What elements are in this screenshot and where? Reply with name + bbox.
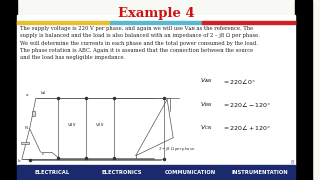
Text: INSTRUMENTATION: INSTRUMENTATION <box>232 170 289 175</box>
Text: $V_{AN}$: $V_{AN}$ <box>67 121 76 129</box>
Text: The supply voltage is 220 V per phase, and again we will use Vᴀɴ as the referenc: The supply voltage is 220 V per phase, a… <box>20 26 260 60</box>
Bar <box>295 0 312 180</box>
Text: Example 4: Example 4 <box>118 7 194 20</box>
Text: 8: 8 <box>290 159 293 165</box>
Text: COMMUNICATION: COMMUNICATION <box>165 170 216 175</box>
Text: $V_{AN}$: $V_{AN}$ <box>200 76 212 86</box>
Text: ELECTRICAL: ELECTRICAL <box>34 170 69 175</box>
Text: $V_{BN}$: $V_{BN}$ <box>95 121 105 129</box>
FancyBboxPatch shape <box>21 142 28 144</box>
Text: $= 220\angle 0°$: $= 220\angle 0°$ <box>221 76 255 86</box>
Text: ELECTRONICS: ELECTRONICS <box>101 170 141 175</box>
Bar <box>17 165 295 180</box>
Text: $V_{CN}$: $V_{CN}$ <box>200 123 212 132</box>
Text: $V_{BN}$: $V_{BN}$ <box>200 100 212 109</box>
Text: $= 220\angle +120°$: $= 220\angle +120°$ <box>221 123 271 132</box>
Text: c: c <box>42 152 44 156</box>
Text: $I_{aA}$: $I_{aA}$ <box>40 90 47 97</box>
Text: $= 220\angle -120°$: $= 220\angle -120°$ <box>221 100 271 109</box>
Bar <box>17 21 110 24</box>
Text: b: b <box>17 159 20 163</box>
Bar <box>202 21 295 24</box>
Bar <box>110 21 202 24</box>
Text: N: N <box>24 126 28 130</box>
Bar <box>17 15 295 165</box>
Bar <box>0 0 17 180</box>
Text: $2 - j8\ \Omega$ per phase: $2 - j8\ \Omega$ per phase <box>157 145 195 153</box>
Text: a: a <box>26 93 29 97</box>
FancyBboxPatch shape <box>32 111 35 116</box>
